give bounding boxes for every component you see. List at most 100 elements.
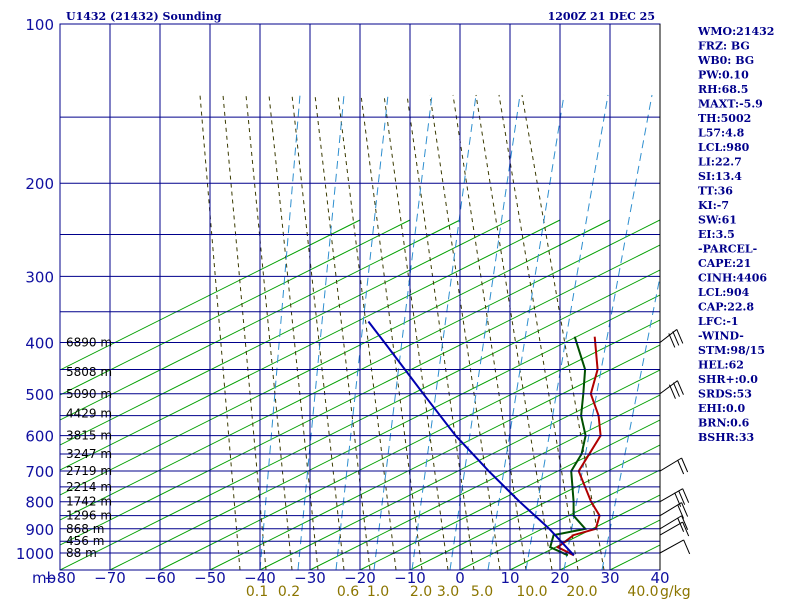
barb-flag: [677, 459, 685, 475]
sounding-lines: [367, 320, 602, 557]
pressure-tick-label: 100: [25, 16, 54, 34]
stat-line: STM:98/15: [698, 344, 765, 357]
stat-line: EHI:0.0: [698, 402, 745, 415]
stat-line: -PARCEL-: [698, 243, 757, 256]
pressure-tick-label: 600: [25, 428, 54, 446]
moist-adiabat: [452, 94, 527, 570]
mixing-ratio-line: [601, 274, 660, 570]
stat-line: WMO:21432: [697, 25, 774, 38]
mixing-ratio-label: 5.0: [471, 584, 493, 600]
pressure-tick-label: 800: [25, 494, 54, 512]
stat-line: SHR+:0.0: [698, 373, 758, 386]
moist-adiabat: [521, 94, 605, 570]
stat-line: -WIND-: [698, 330, 744, 343]
stat-line: FRZ: BG: [698, 40, 750, 53]
mixing-ratio-label: 0.2: [278, 584, 300, 600]
stat-line: CAP:22.8: [698, 301, 754, 314]
barb-flag: [668, 333, 676, 348]
stat-line: WB0: BG: [697, 54, 754, 67]
temperature-tick-label: −70: [94, 569, 126, 587]
dry-adiabat: [60, 219, 361, 371]
stat-line: BSHR:33: [698, 431, 754, 444]
temperature-tick-label: 40: [650, 569, 669, 587]
wind-barb: [659, 521, 690, 537]
barb-flag: [681, 502, 689, 517]
pressure-tick-label: 300: [25, 268, 54, 286]
height-label: 4429 m: [66, 407, 112, 421]
stat-line: L57:4.8: [698, 127, 745, 140]
barb-flag: [672, 331, 680, 346]
barb-flag: [681, 515, 689, 530]
background-grid: [60, 94, 660, 570]
moist-adiabat: [475, 94, 553, 570]
temperature-tick-label: 30: [600, 569, 619, 587]
height-label: 5808 m: [66, 365, 112, 379]
moist-adiabat: [337, 94, 397, 570]
barb-shaft: [659, 457, 682, 472]
temperature-tick-label: 0: [455, 569, 465, 587]
barb-flag: [672, 382, 680, 397]
pressure-tick-label: 400: [25, 334, 54, 352]
barb-flag: [683, 539, 691, 555]
wind-barb: [659, 515, 689, 532]
barb-flag: [677, 517, 685, 532]
barb-flag: [681, 457, 689, 473]
temperature-tick-label: −80: [44, 569, 76, 587]
temperature-tick-label: 10: [500, 569, 519, 587]
stat-line: SI:13.4: [698, 170, 742, 183]
barb-flag: [668, 384, 676, 399]
stat-line: TH:5002: [698, 112, 751, 125]
moist-adiabat: [383, 94, 449, 570]
dry-adiabat: [60, 219, 411, 396]
dry-adiabat: [409, 444, 660, 570]
barb-shaft: [659, 502, 682, 517]
pressure-tick-label: 900: [25, 521, 54, 539]
wind-barb: [659, 502, 689, 519]
mixing-ratio-line: [525, 94, 609, 570]
stat-line: LFC:-1: [698, 315, 739, 328]
moist-adiabat: [498, 94, 579, 570]
barb-flag: [682, 521, 690, 537]
height-label: 1742 m: [66, 495, 112, 509]
wind-barb: [659, 380, 684, 399]
mixing-ratio-label: 3.0: [437, 584, 459, 600]
barb-flag: [677, 504, 685, 519]
stat-line: MAXT:-5.9: [698, 98, 763, 111]
wind-barbs: [659, 24, 691, 570]
moist-adiabat: [291, 94, 345, 570]
stat-line: SRDS:53: [698, 388, 752, 401]
wind-barb: [659, 457, 689, 475]
mixing-ratio-line: [373, 94, 433, 570]
height-label: 3247 m: [66, 447, 112, 461]
pressure-tick-label: 200: [25, 175, 54, 193]
wind-barb: [659, 488, 690, 507]
height-label: 456 m: [66, 534, 104, 548]
height-label: 2214 m: [66, 480, 112, 494]
mixing-ratio-line: [449, 94, 521, 570]
mixing-ratio-label: 40.0: [627, 584, 658, 600]
stat-line: PW:0.10: [698, 69, 749, 82]
stat-line: CINH:4406: [698, 272, 767, 285]
mixing-ratio-label: 1.0: [367, 584, 389, 600]
series-parcel-line: [367, 320, 575, 556]
height-label: 88 m: [66, 546, 97, 560]
barb-shaft: [659, 539, 684, 554]
chart-title: U1432 (21432) Sounding: [66, 10, 222, 23]
stat-line: TT:36: [698, 185, 733, 198]
series-temperature-line: [555, 336, 602, 557]
moist-adiabat: [429, 94, 501, 570]
pressure-tick-label: 700: [25, 463, 54, 481]
mixing-ratio-unit: g/kg: [660, 584, 691, 600]
temperature-tick-label: −60: [144, 569, 176, 587]
chart-valid-time: 1200Z 21 DEC 25: [548, 10, 655, 23]
temperature-tick-label: −10: [394, 569, 426, 587]
mixing-ratio-line: [411, 94, 477, 570]
dry-adiabat: [309, 394, 660, 570]
barb-shaft: [659, 488, 683, 503]
wind-barb: [659, 539, 691, 555]
barb-flag: [676, 329, 684, 344]
dry-adiabat: [459, 469, 660, 570]
stat-line: KI:-7: [698, 199, 729, 212]
height-label: 1296 m: [66, 509, 112, 523]
